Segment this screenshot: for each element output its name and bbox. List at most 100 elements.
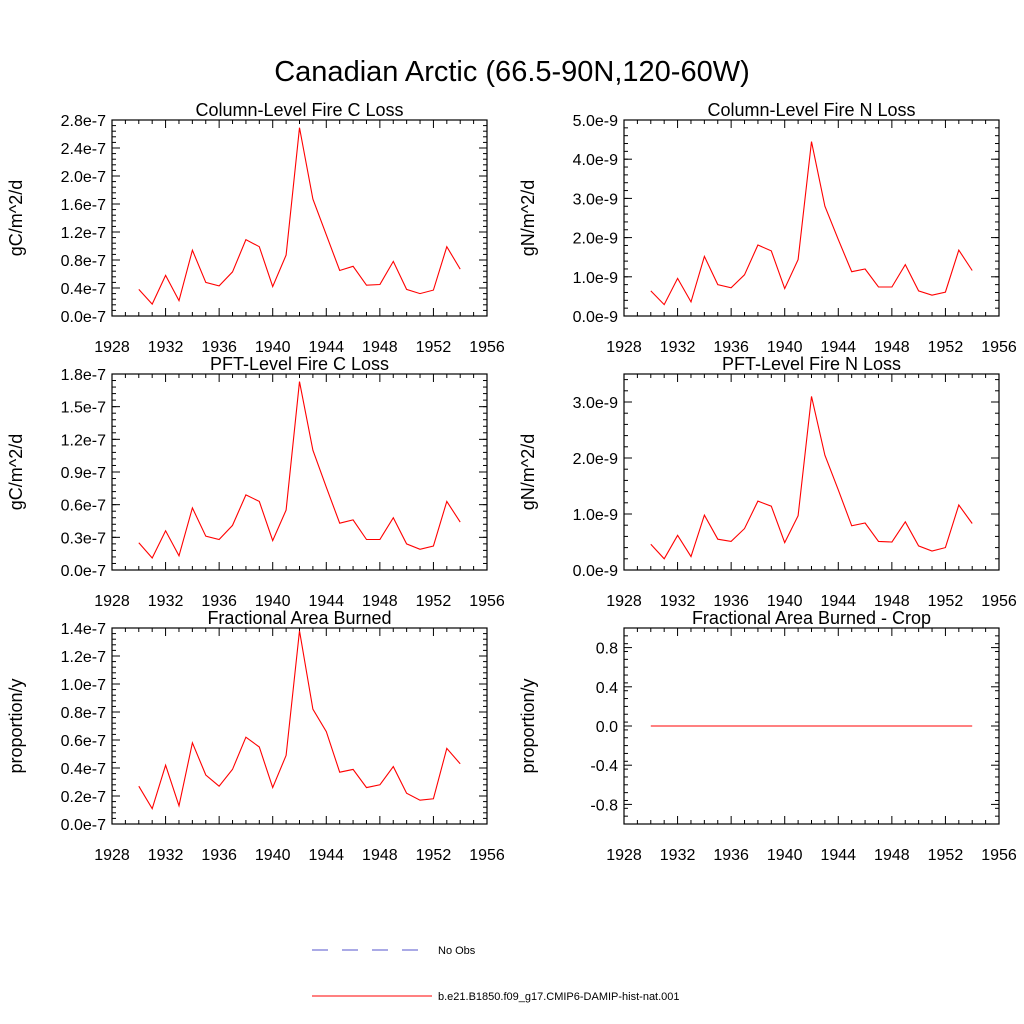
y-axis-label: proportion/y [518, 678, 538, 773]
x-tick-label: 1932 [148, 593, 184, 610]
legend-entry: No Obs [312, 945, 476, 957]
x-tick-label: 1940 [255, 339, 291, 356]
y-tick-label: 0.6e-7 [61, 498, 106, 515]
x-tick-label: 1940 [767, 593, 803, 610]
series-line [138, 127, 461, 306]
x-tick-label: 1928 [94, 593, 130, 610]
panel-title: Column-Level Fire N Loss [707, 100, 915, 120]
x-tick-label: 1952 [928, 593, 964, 610]
y-tick-label: 0.0e-9 [573, 309, 618, 326]
y-tick-label: 0.9e-7 [61, 465, 106, 482]
legend-entry: b.e21.B1850.f09_g17.CMIP6-DAMIP-hist-nat… [312, 991, 680, 1003]
y-tick-label: 2.8e-7 [61, 113, 106, 130]
x-tick-label: 1952 [928, 847, 964, 864]
figure-title: Canadian Arctic (66.5-90N,120-60W) [274, 56, 750, 88]
x-tick-label: 1952 [928, 339, 964, 356]
plot-frame [111, 373, 488, 571]
x-tick-label: 1928 [606, 339, 642, 356]
x-tick-label: 1944 [820, 339, 856, 356]
plot-frame [111, 119, 488, 317]
y-tick-label: 1.2e-7 [61, 649, 106, 666]
x-tick-label: 1944 [308, 593, 344, 610]
panel-title: Column-Level Fire C Loss [195, 100, 403, 120]
x-tick-label: 1936 [201, 339, 237, 356]
panel-title: Fractional Area Burned - Crop [692, 608, 931, 628]
y-tick-label: 0.8 [596, 641, 618, 658]
x-tick-label: 1944 [308, 339, 344, 356]
x-tick-label: 1952 [416, 593, 452, 610]
x-tick-label: 1928 [606, 593, 642, 610]
y-tick-label: 1.4e-7 [61, 621, 106, 638]
x-tick-label: 1940 [255, 593, 291, 610]
x-tick-label: 1928 [94, 847, 130, 864]
y-tick-label: 2.0e-7 [61, 169, 106, 186]
y-tick-label: 1.0e-9 [573, 270, 618, 287]
y-tick-label: 2.0e-9 [573, 451, 618, 468]
y-tick-label: 1.6e-7 [61, 197, 106, 214]
y-tick-label: 0.0e-7 [61, 563, 106, 580]
x-tick-label: 1936 [713, 847, 749, 864]
x-tick-label: 1956 [981, 339, 1017, 356]
panel-title: PFT-Level Fire C Loss [210, 354, 389, 374]
y-axis-label: gC/m^2/d [6, 180, 26, 256]
panel-title: PFT-Level Fire N Loss [722, 354, 901, 374]
panel-6: 1928 1932 1936 1940 1944 1948 1952 1956 -0.8 -0.4… [518, 608, 1017, 864]
y-tick-label: 0.0e-7 [61, 309, 106, 326]
x-tick-label: 1956 [469, 847, 505, 864]
y-axis-label: proportion/y [6, 678, 26, 773]
series-line [138, 630, 461, 810]
y-tick-label: 5.0e-9 [573, 113, 618, 130]
panels: 1928 1932 1936 1940 1944 1948 1952 1956 0.0e-7 0.… [6, 100, 1017, 864]
plot-frame [623, 119, 1000, 317]
y-tick-label: -0.4 [590, 758, 618, 775]
y-tick-label: 1.5e-7 [61, 400, 106, 417]
x-tick-label: 1948 [362, 847, 398, 864]
x-tick-label: 1936 [201, 847, 237, 864]
y-axis-label: gN/m^2/d [518, 180, 538, 256]
y-tick-label: 0.0e-9 [573, 563, 618, 580]
y-tick-label: 1.0e-9 [573, 507, 618, 524]
y-tick-label: 2.4e-7 [61, 141, 106, 158]
panel-1: 1928 1932 1936 1940 1944 1948 1952 1956 0.0e-7 0.… [6, 100, 505, 356]
x-tick-label: 1956 [981, 847, 1017, 864]
series-line [650, 396, 973, 560]
panel-title: Fractional Area Burned [207, 608, 391, 628]
panel-5: 1928 1932 1936 1940 1944 1948 1952 1956 0.0e-7 0.… [6, 608, 505, 864]
x-tick-label: 1932 [660, 339, 696, 356]
y-tick-label: 3.0e-9 [573, 191, 618, 208]
x-tick-label: 1956 [469, 593, 505, 610]
x-tick-label: 1932 [148, 339, 184, 356]
y-tick-label: 0.8e-7 [61, 705, 106, 722]
x-tick-label: 1944 [820, 847, 856, 864]
y-tick-label: 4.0e-9 [573, 152, 618, 169]
x-tick-label: 1944 [820, 593, 856, 610]
x-tick-label: 1948 [874, 593, 910, 610]
x-tick-label: 1932 [660, 847, 696, 864]
x-tick-label: 1956 [469, 339, 505, 356]
x-tick-label: 1948 [874, 847, 910, 864]
y-tick-label: 0.0 [596, 719, 618, 736]
x-tick-label: 1940 [255, 847, 291, 864]
y-tick-label: 0.4 [596, 680, 618, 697]
x-tick-label: 1944 [308, 847, 344, 864]
y-tick-label: 1.0e-7 [61, 677, 106, 694]
legend: No Obs b.e21.B1850.f09_g17.CMIP6-DAMIP-hi… [312, 945, 680, 1003]
y-tick-label: 0.8e-7 [61, 253, 106, 270]
x-tick-label: 1948 [362, 339, 398, 356]
y-axis-label: gC/m^2/d [6, 434, 26, 510]
x-tick-label: 1948 [362, 593, 398, 610]
y-tick-label: 0.3e-7 [61, 530, 106, 547]
y-tick-label: 1.2e-7 [61, 225, 106, 242]
plot-frame [623, 373, 1000, 571]
x-tick-label: 1932 [660, 593, 696, 610]
y-axis-label: gN/m^2/d [518, 434, 538, 510]
x-tick-label: 1928 [94, 339, 130, 356]
x-tick-label: 1940 [767, 847, 803, 864]
y-tick-label: 0.2e-7 [61, 789, 106, 806]
y-tick-label: 3.0e-9 [573, 395, 618, 412]
y-tick-label: 0.4e-7 [61, 761, 106, 778]
panel-2: 1928 1932 1936 1940 1944 1948 1952 1956 0.0e-9 1.… [518, 100, 1017, 356]
y-tick-label: 2.0e-9 [573, 231, 618, 248]
legend-label: b.e21.B1850.f09_g17.CMIP6-DAMIP-hist-nat… [438, 991, 680, 1003]
panel-3: 1928 1932 1936 1940 1944 1948 1952 1956 0.0e-7 0.… [6, 354, 505, 610]
